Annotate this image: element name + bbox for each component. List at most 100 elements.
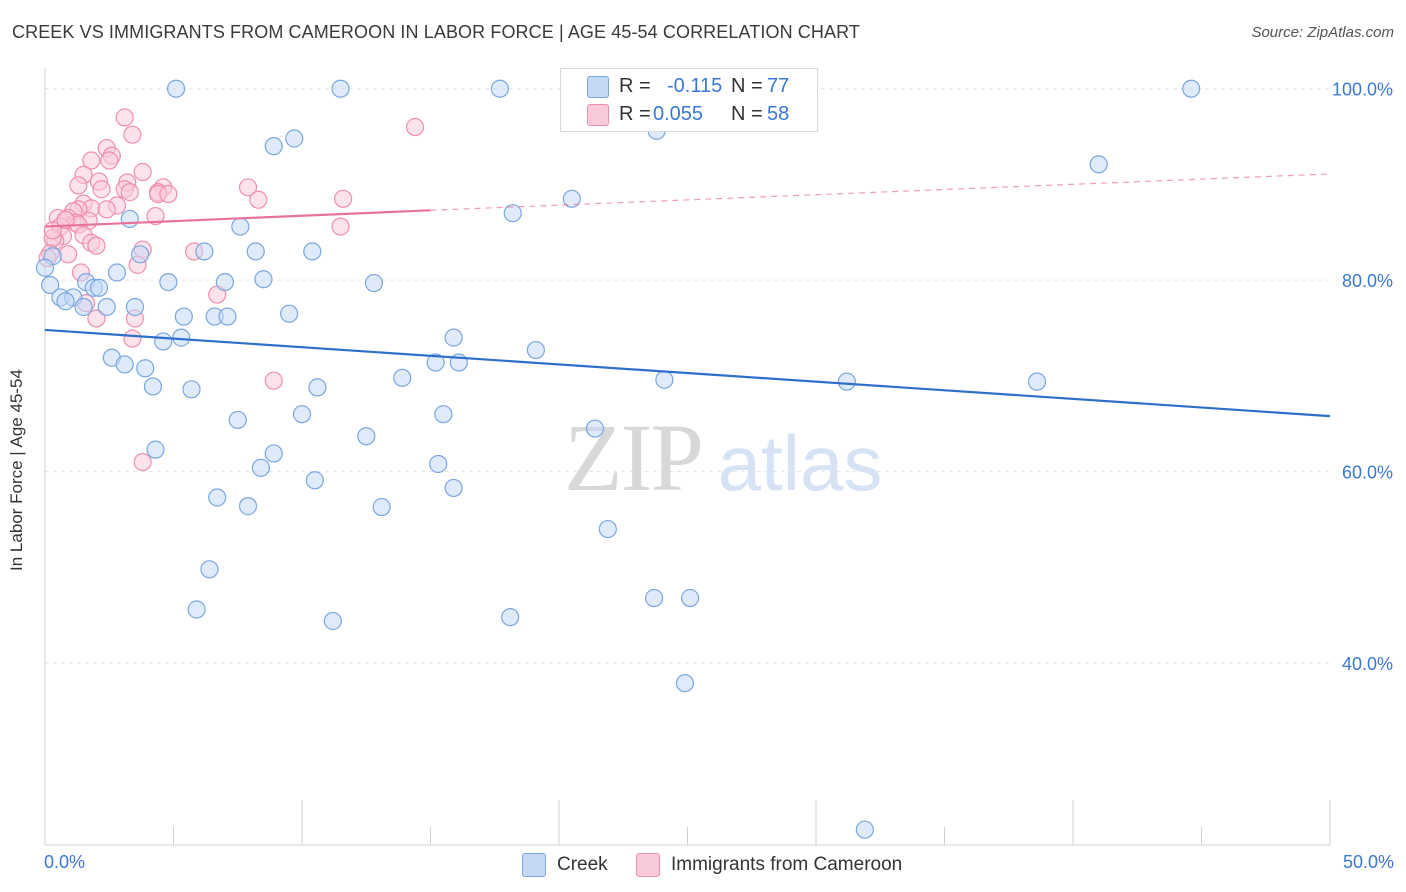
cameroon-point bbox=[133, 452, 152, 472]
chart-title: CREEK VS IMMIGRANTS FROM CAMEROON IN LAB… bbox=[12, 22, 860, 42]
creek-point bbox=[195, 242, 214, 261]
creek-point bbox=[238, 497, 258, 516]
y-tick-labels: 40.0% 60.0% 80.0% 100.0% bbox=[1332, 80, 1393, 674]
stats-box: R = -0.115 N = 77 R = 0.055 N = 58 bbox=[560, 68, 818, 132]
grid-lines bbox=[45, 88, 1330, 664]
cameroon-point bbox=[56, 210, 75, 229]
creek-point bbox=[331, 79, 350, 98]
creek-point bbox=[231, 217, 250, 236]
creek-point bbox=[372, 497, 391, 517]
x-tick-label-max: 50.0% bbox=[1342, 852, 1394, 872]
creek-point bbox=[187, 600, 206, 619]
creek-point bbox=[357, 427, 376, 446]
legend-item-cameroon[interactable]: Immigrants from Cameroon bbox=[636, 850, 902, 880]
cameroon-point bbox=[123, 125, 142, 144]
cameroon-point bbox=[82, 151, 101, 170]
creek-point bbox=[174, 307, 193, 326]
watermark-atlas: atlas bbox=[718, 419, 883, 507]
cameroon-point bbox=[331, 217, 350, 236]
cameroon-point bbox=[69, 176, 88, 195]
creek-point bbox=[503, 204, 522, 223]
y-tick-label: 40.0% bbox=[1342, 654, 1393, 674]
cameroon-point bbox=[405, 117, 425, 137]
legend-creek-label: Creek bbox=[557, 854, 608, 875]
creek-point bbox=[115, 355, 134, 374]
legend-cameroon-swatch bbox=[636, 853, 660, 877]
legend-cameroon-label: Immigrants from Cameroon bbox=[671, 854, 903, 875]
creek-point bbox=[323, 611, 342, 631]
creek-point bbox=[146, 440, 165, 459]
creek-point bbox=[434, 405, 453, 424]
cameroon-point bbox=[238, 178, 258, 197]
cameroon-point bbox=[123, 329, 142, 348]
creek-point bbox=[444, 328, 463, 347]
creek-point bbox=[159, 272, 178, 292]
cameroon-point bbox=[133, 162, 152, 182]
creek-point bbox=[585, 419, 605, 438]
creek-point bbox=[89, 278, 109, 297]
creek-swatch bbox=[587, 76, 609, 98]
creek-point bbox=[675, 674, 695, 693]
creek-point bbox=[292, 405, 312, 424]
creek-point bbox=[562, 189, 581, 208]
creek-point bbox=[215, 272, 234, 292]
creek-point bbox=[35, 258, 55, 277]
creek-point bbox=[182, 380, 201, 399]
creek-point bbox=[308, 378, 327, 397]
cameroon-point bbox=[249, 190, 268, 209]
cameroon-point bbox=[87, 309, 106, 328]
creek-r-value: -0.115 bbox=[667, 74, 723, 97]
watermark: ZIP atlas bbox=[564, 404, 882, 511]
creek-point bbox=[208, 488, 227, 507]
creek-point bbox=[143, 377, 163, 396]
cameroon-point bbox=[100, 151, 119, 170]
cameroon-point bbox=[146, 206, 165, 226]
stats-row-cameroon: R = 0.055 N = 58 bbox=[561, 101, 817, 127]
creek-r-label: R = bbox=[619, 74, 651, 97]
creek-point bbox=[41, 275, 60, 295]
creek-point bbox=[501, 608, 520, 627]
cameroon-n-value: 58 bbox=[767, 102, 790, 125]
legend-creek-swatch bbox=[522, 853, 546, 877]
y-tick-label: 80.0% bbox=[1342, 271, 1393, 291]
creek-point bbox=[429, 454, 448, 474]
source-credit: Source: ZipAtlas.com bbox=[1251, 24, 1394, 41]
cameroon-r-label: R = bbox=[619, 102, 651, 125]
creek-point bbox=[680, 588, 700, 608]
y-axis-label: In Labor Force | Age 45-54 bbox=[7, 369, 26, 571]
trend-lines bbox=[44, 173, 1331, 418]
cameroon-point bbox=[120, 183, 139, 202]
creek-point bbox=[154, 332, 173, 351]
stats-row-creek: R = -0.115 N = 77 bbox=[561, 73, 817, 99]
creek-point bbox=[107, 263, 127, 282]
cameroon-point bbox=[92, 180, 111, 199]
cameroon-swatch bbox=[587, 104, 609, 126]
y-tick-label: 60.0% bbox=[1342, 463, 1393, 483]
cameroon-r-value: 0.055 bbox=[653, 102, 704, 125]
cameroon-point bbox=[264, 371, 283, 390]
cameroon-trend-extension bbox=[430, 173, 1331, 211]
creek-n-label: N = bbox=[731, 74, 763, 97]
legend: Creek Immigrants from Cameroon bbox=[0, 850, 1406, 880]
cameroon-trend-line bbox=[44, 209, 431, 228]
creek-point bbox=[130, 245, 150, 264]
creek-point bbox=[393, 368, 412, 387]
legend-item-creek[interactable]: Creek bbox=[522, 850, 608, 880]
creek-n-value: 77 bbox=[767, 74, 790, 97]
creek-point bbox=[251, 458, 270, 477]
creek-point bbox=[280, 304, 299, 323]
creek-point bbox=[364, 273, 384, 293]
creek-point bbox=[426, 353, 445, 372]
creek-point bbox=[166, 79, 186, 98]
cameroon-point bbox=[334, 189, 353, 208]
axes bbox=[44, 68, 1331, 846]
creek-point bbox=[1027, 372, 1047, 391]
y-tick-label: 100.0% bbox=[1332, 80, 1393, 100]
creek-point bbox=[285, 129, 304, 148]
creek-point bbox=[305, 471, 324, 490]
creek-point bbox=[855, 820, 874, 839]
cameroon-point bbox=[59, 245, 78, 264]
creek-point bbox=[120, 209, 139, 229]
creek-point bbox=[444, 478, 463, 498]
